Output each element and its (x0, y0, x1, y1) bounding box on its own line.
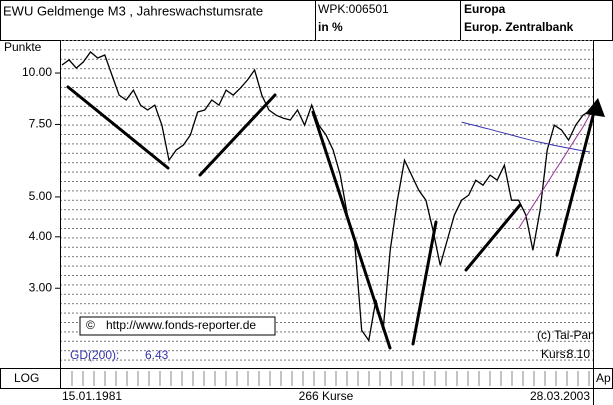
series-line (518, 114, 591, 229)
gd-value: 6.43 (145, 348, 169, 362)
end-date: 28.03.2003 (530, 389, 590, 403)
scale-mode[interactable]: LOG (14, 371, 39, 385)
y-tick-label: 7.50 (29, 117, 53, 131)
kurs-label: Kurs: (541, 347, 569, 361)
series-line (461, 121, 591, 153)
trend-strokes (66, 85, 597, 350)
chart-title: EWU Geldmenge M3 , Jahreswachstumsrate (3, 3, 263, 18)
y-tick-label: 3.00 (29, 280, 53, 294)
y-axis-label: Punkte (4, 40, 42, 54)
source: Europ. Zentralbank (464, 20, 574, 34)
gd-label: GD(200): (70, 348, 119, 362)
trend-stroke (464, 203, 522, 272)
y-tick-label: 4.00 (29, 229, 53, 243)
arrow-head (585, 98, 605, 117)
cut-label: Ap (596, 371, 611, 385)
trend-stroke (311, 110, 392, 350)
trend-stroke (555, 106, 597, 257)
trend-stroke (198, 93, 277, 177)
trend-stroke (66, 85, 170, 170)
copyright-symbol: © (86, 318, 95, 332)
copyright-box (79, 316, 276, 336)
unit: in % (318, 20, 343, 34)
count: 266 Kurse (299, 389, 354, 403)
y-tick-label: 5.00 (29, 189, 53, 203)
trend-stroke (411, 220, 438, 346)
series-line (61, 51, 591, 343)
plot-grid (60, 40, 593, 368)
copyright-url: http://www.fonds-reporter.de (106, 318, 256, 332)
start-date: 15.01.1981 (62, 389, 122, 403)
kurs-value: 8.10 (567, 347, 591, 361)
code: WPK:006501 (318, 2, 389, 16)
vendor: (c) Tai-Pan (537, 328, 595, 342)
region: Europa (464, 2, 506, 16)
y-tick-label: 10.00 (22, 65, 52, 79)
